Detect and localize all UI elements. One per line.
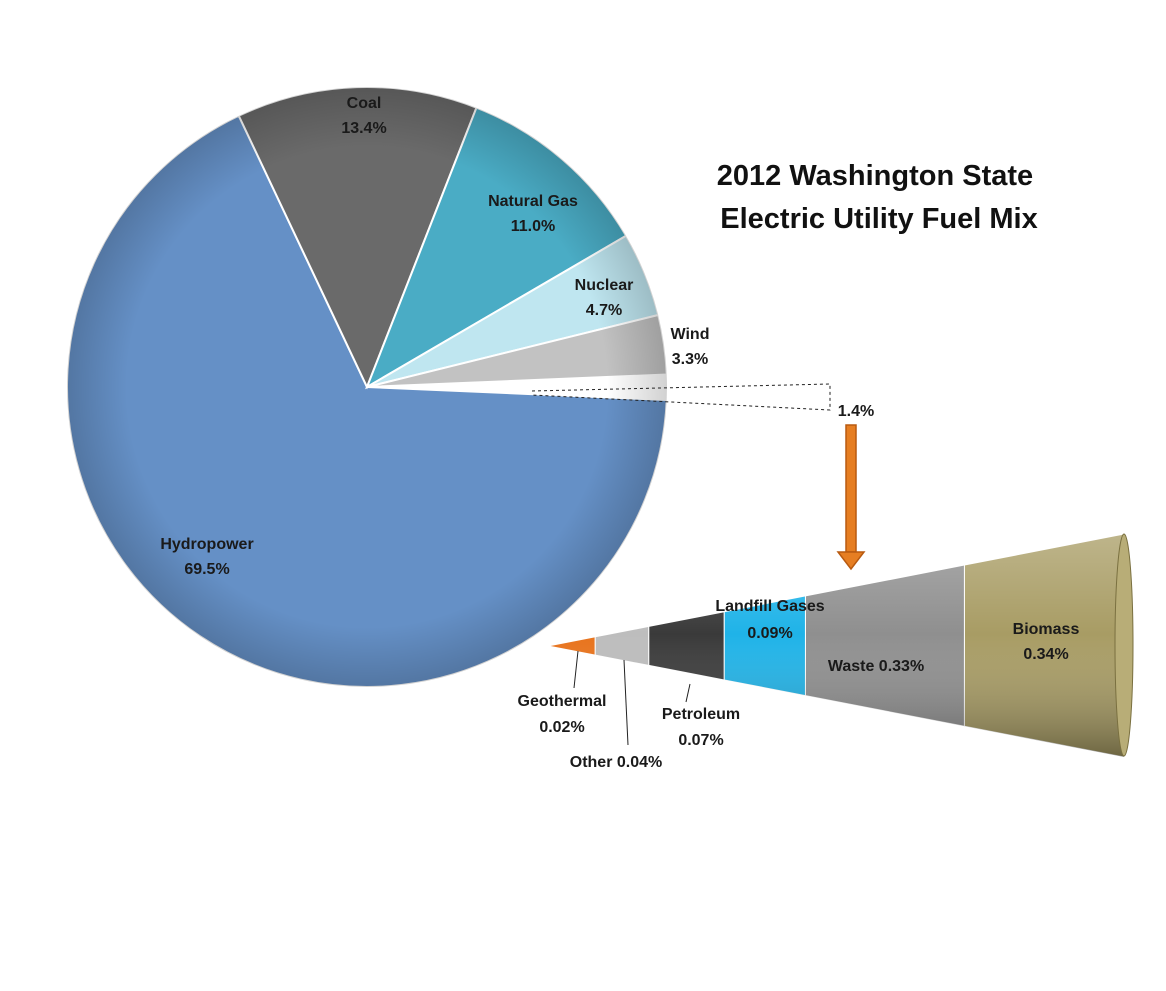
cone-leader-petroleum	[685, 683, 691, 703]
cone-label-landfill-gases-value: 0.09%	[747, 625, 792, 642]
cone-label-geothermal-value: 0.02%	[539, 719, 584, 736]
cone-label-waste-name: Waste	[828, 658, 879, 675]
cone-label-biomass-value: 0.34%	[1023, 646, 1068, 663]
cone-label-other-value: 0.04%	[617, 754, 662, 771]
pie-label-hydropower-name: Hydropower	[160, 536, 253, 553]
cone-end-cap	[1114, 533, 1134, 757]
cone-label-landfill-gases-name: Landfill Gases	[715, 598, 824, 615]
cone-label-biomass-name: Biomass	[1013, 621, 1080, 638]
cone-label-waste-value: 0.33%	[879, 658, 924, 675]
cone-leader-geothermal	[573, 650, 579, 689]
cone-label-petroleum-name: Petroleum	[662, 706, 740, 723]
pie-label-wind-value: 3.3%	[672, 351, 708, 368]
chart-title-line-2: Electric Utility Fuel Mix	[720, 203, 1037, 235]
pie-label-rest-value: 1.4%	[838, 403, 874, 420]
cone-label-other: Other 0.04%	[570, 754, 663, 771]
pie-label-coal-name: Coal	[347, 95, 382, 112]
cone-label-other-name: Other	[570, 754, 617, 771]
arrow-down-icon	[836, 424, 866, 571]
pie-label-nuclear-value: 4.7%	[586, 302, 622, 319]
cone-labels: Geothermal 0.02% Other 0.04% Petroleum 0.07%…	[518, 598, 1080, 771]
pie-labels: Hydropower 69.5% Coal 13.4% Natural Gas 11.0%…	[160, 95, 874, 578]
cone-label-petroleum-value: 0.07%	[678, 732, 723, 749]
cone-label-geothermal-name: Geothermal	[518, 693, 607, 710]
pie-label-coal-value: 13.4%	[341, 120, 386, 137]
pie-label-natural-gas-name: Natural Gas	[488, 193, 578, 210]
chart-title-line-1: 2012 Washington State	[717, 160, 1033, 192]
pie-label-wind-name: Wind	[671, 326, 710, 343]
pie-label-nuclear-name: Nuclear	[575, 277, 634, 294]
cone-shading	[548, 534, 1124, 757]
cone-leader-other	[623, 659, 629, 746]
pie-label-natural-gas-value: 11.0%	[511, 218, 555, 235]
cone-leader-lines	[573, 650, 691, 746]
cone-label-waste: Waste 0.33%	[828, 658, 924, 675]
chart-title: 2012 Washington State Electric Utility F…	[717, 160, 1041, 235]
pie-slices	[66, 86, 668, 688]
pie-label-hydropower-value: 69.5%	[184, 561, 229, 578]
